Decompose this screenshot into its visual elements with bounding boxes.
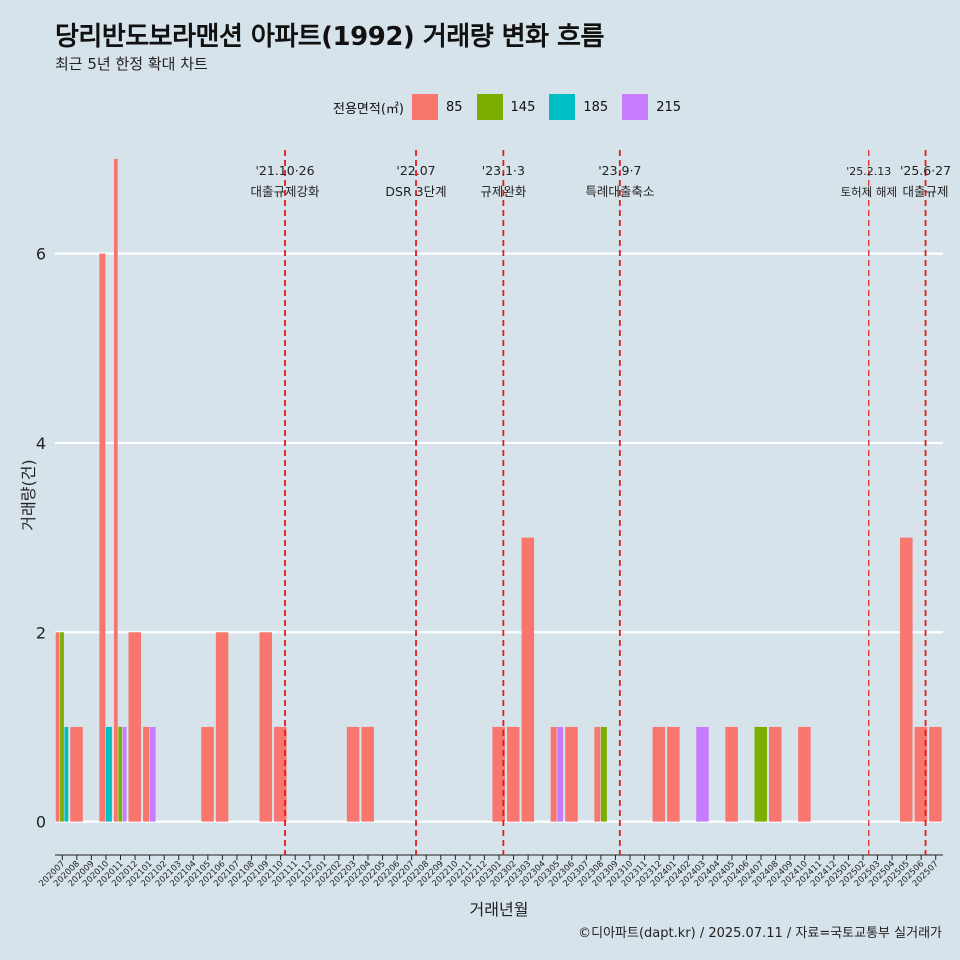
bar-202106-85 (215, 632, 229, 822)
bar-202008-85 (70, 726, 83, 822)
bar-202403-215 (696, 726, 709, 822)
bar-202305-215 (557, 726, 564, 822)
legend-label-185: 185 (583, 99, 609, 115)
legend-title: 전용면적(㎡) (333, 101, 404, 117)
legend-label-215: 215 (656, 99, 682, 115)
event-date-1: '22.07 (396, 163, 435, 178)
bar-202407-145 (754, 726, 767, 822)
y-tick-label: 4 (36, 434, 46, 453)
event-label-1: DSR 3단계 (385, 184, 446, 199)
legend-label-85: 85 (445, 99, 463, 115)
bar-202506-85 (914, 726, 928, 822)
legend-item-145: 145 (476, 94, 536, 120)
bar-202011-215 (122, 726, 127, 822)
legend-item-215: 215 (622, 94, 681, 120)
bar-202405-85 (725, 726, 738, 822)
legend-label-145: 145 (510, 99, 536, 115)
y-tick-label: 2 (36, 623, 46, 642)
event-label-0: 대출규제강화 (250, 184, 320, 199)
source-caption: ©디아파트(dapt.kr) / 2025.07.11 / 자료=국토교통부 실… (578, 926, 942, 941)
event-label-3: 특례대출축소 (585, 184, 654, 199)
bar-202308-85 (594, 726, 601, 822)
event-label-4: 토허제 해제 (840, 185, 897, 199)
y-tick-label: 0 (36, 813, 46, 832)
bar-202312-85 (652, 726, 666, 822)
event-date-3: '23.9·7 (598, 163, 641, 178)
event-label-2: 규제완화 (480, 184, 527, 199)
bar-202109-85 (259, 632, 273, 822)
legend: 전용면적(㎡) 85 145 185 215 (333, 92, 695, 122)
y-tick-label: 6 (36, 245, 46, 264)
bar-202204-85 (361, 726, 374, 822)
bar-202007-145 (60, 632, 64, 822)
bar-202010-185 (105, 726, 112, 822)
bar-202012-85 (128, 632, 142, 822)
bar-202010-85 (99, 253, 106, 822)
bar-202308-145 (600, 726, 607, 822)
event-label-5: 대출규제 (903, 184, 949, 199)
bar-202303-85 (521, 537, 535, 822)
bar-202410-85 (798, 726, 811, 822)
bar-202110-85 (274, 726, 287, 822)
legend-swatch-215 (622, 94, 649, 120)
legend-item-85: 85 (411, 94, 463, 120)
event-date-2: '23.1·3 (482, 163, 525, 178)
legend-swatch-85 (411, 94, 438, 120)
bar-202305-85 (550, 726, 557, 822)
chart-title: 당리반도보라맨션 아파트(1992) 거래량 변화 흐름 (55, 22, 604, 52)
bar-202101-85 (143, 726, 150, 822)
legend-swatch-185 (549, 94, 576, 120)
event-date-0: '21.10·26 (255, 163, 314, 178)
bar-202007-185 (64, 726, 69, 822)
event-date-5: '25.6·27 (900, 163, 951, 178)
bar-202301-85 (492, 726, 505, 822)
bar-202101-215 (149, 726, 156, 822)
bar-202507-85 (929, 726, 942, 822)
bar-202401-85 (667, 726, 680, 822)
legend-item-185: 185 (549, 94, 608, 120)
bar-202203-85 (346, 726, 360, 822)
event-date-4: '25.2.13 (846, 165, 891, 178)
bar-202505-85 (900, 537, 913, 822)
bar-202408-85 (769, 726, 782, 822)
bar-202105-85 (201, 726, 214, 822)
bar-202011-145 (118, 726, 123, 822)
bar-202302-85 (507, 726, 520, 822)
x-axis-title: 거래년월 (470, 900, 529, 919)
bar-202007-85 (55, 632, 60, 822)
y-axis-title: 거래량(건) (19, 459, 38, 530)
chart-subtitle: 최근 5년 한정 확대 차트 (55, 55, 208, 73)
bar-202306-85 (565, 726, 578, 822)
bar-202011-85 (113, 158, 118, 822)
legend-swatch-145 (476, 94, 503, 120)
